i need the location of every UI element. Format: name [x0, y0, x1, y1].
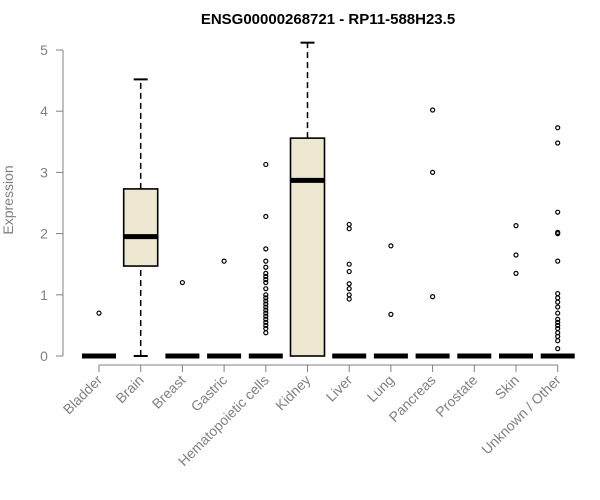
outlier-point: [346, 268, 352, 275]
outlier-point: [346, 226, 352, 232]
outlier-point: [263, 298, 269, 304]
outlier-point: [263, 213, 269, 220]
y-tick-label: 0: [40, 348, 48, 364]
outlier-point: [555, 319, 561, 325]
y-tick-label: 2: [40, 226, 48, 242]
outlier-point: [555, 229, 561, 235]
box-kidney: [289, 41, 326, 357]
y-axis: 0 1 2 3 4 5: [40, 42, 64, 364]
box-brain: [122, 78, 159, 357]
x-tick-label: Brain: [112, 372, 146, 406]
outlier-point: [346, 221, 352, 228]
outlier-point: [555, 140, 561, 146]
outlier-point: [263, 276, 269, 283]
outlier-point: [555, 346, 561, 352]
x-tick-label: Lung: [364, 372, 397, 405]
outlier-point: [430, 107, 436, 113]
y-axis-label: Expression: [0, 165, 16, 234]
outlier-point: [263, 301, 269, 307]
box-bladder: [82, 310, 116, 359]
plot-area: [82, 41, 575, 359]
outlier-point: [513, 270, 519, 276]
y-tick-label: 1: [40, 287, 48, 303]
outlier-point: [263, 310, 269, 316]
y-tick-label: 5: [40, 42, 48, 58]
x-tick-label: Kidney: [272, 372, 314, 414]
outlier-point: [263, 307, 269, 313]
outlier-point: [555, 125, 561, 131]
outlier-point: [263, 258, 269, 264]
outlier-point: [555, 322, 561, 328]
box-skin: [499, 223, 533, 359]
outlier-point: [555, 258, 561, 264]
outlier-point: [346, 296, 352, 302]
outlier-point: [388, 243, 394, 249]
box-gastric: [207, 258, 242, 359]
outlier-point: [346, 281, 352, 287]
x-tick-label: Liver: [323, 372, 356, 405]
box-iqr: [122, 188, 159, 267]
x-tick-label: Unknown / Other: [478, 372, 564, 458]
outlier-point: [263, 273, 269, 280]
outlier-point: [555, 325, 561, 332]
x-tick-label: Bladder: [60, 372, 106, 418]
outlier-point: [263, 264, 269, 270]
outlier-point: [346, 292, 352, 298]
outlier-point: [555, 304, 561, 310]
x-tick-label: Prostate: [432, 372, 480, 420]
box-iqr: [289, 137, 326, 357]
box-pancreas: [415, 107, 450, 359]
outlier-point: [263, 322, 269, 328]
outlier-point: [263, 325, 269, 332]
outlier-point: [555, 290, 561, 297]
box-unknown-other: [540, 125, 575, 359]
outlier-point: [555, 338, 561, 344]
outlier-point: [263, 330, 269, 336]
outlier-point: [96, 310, 102, 316]
outlier-point: [179, 279, 185, 286]
outlier-point: [555, 209, 561, 215]
box-breast: [165, 279, 200, 359]
outlier-point: [346, 261, 352, 267]
outlier-point: [263, 304, 269, 310]
box-lung: [373, 243, 408, 359]
y-tick-label: 3: [40, 164, 48, 180]
outlier-point: [263, 270, 269, 276]
outlier-point: [263, 316, 269, 322]
outlier-point: [430, 294, 436, 300]
outlier-point: [555, 310, 561, 316]
outlier-point: [346, 286, 352, 292]
outlier-point: [263, 295, 269, 301]
outlier-point: [263, 313, 269, 319]
outlier-point: [221, 258, 227, 264]
box-liver: [332, 221, 367, 359]
chart-title: ENSG00000268721 - RP11-588H23.5: [201, 11, 455, 28]
x-tick-label: Breast: [149, 372, 189, 412]
outlier-point: [388, 311, 394, 317]
box-hematopoietic-cells: [248, 161, 283, 359]
outlier-point: [263, 161, 269, 168]
outlier-point: [263, 246, 269, 252]
outlier-point: [555, 316, 561, 322]
outlier-point: [555, 295, 561, 301]
outlier-point: [513, 223, 519, 229]
outlier-point: [430, 169, 436, 175]
x-tick-label: Skin: [492, 372, 523, 403]
outlier-point: [555, 299, 561, 305]
outlier-point: [263, 286, 269, 292]
outlier-point: [513, 252, 519, 258]
outlier-point: [263, 319, 269, 325]
outlier-point: [263, 292, 269, 298]
y-tick-label: 4: [40, 103, 48, 119]
outlier-point: [263, 279, 269, 286]
